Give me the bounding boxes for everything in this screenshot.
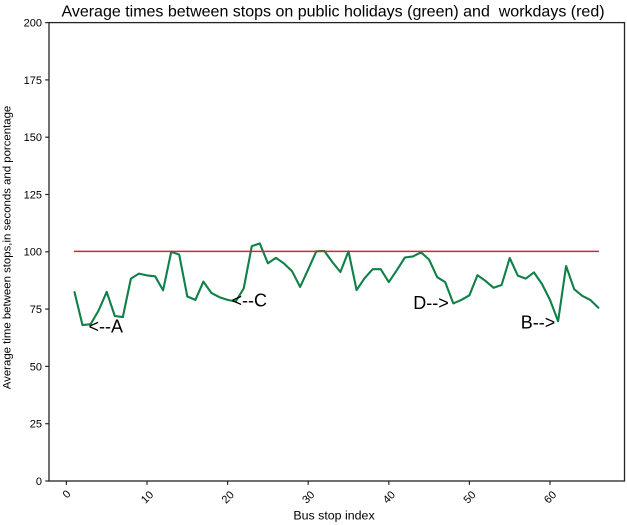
svg-text:<--A: <--A [89, 317, 124, 337]
svg-text:30: 30 [300, 489, 317, 506]
svg-text:0: 0 [61, 488, 74, 501]
svg-text:175: 175 [24, 75, 42, 87]
svg-text:75: 75 [30, 304, 42, 316]
svg-text:150: 150 [24, 132, 42, 144]
svg-text:Bus stop index: Bus stop index [293, 508, 375, 522]
svg-text:<--C: <--C [232, 291, 268, 311]
svg-text:Average times between stops on: Average times between stops on public ho… [61, 4, 604, 21]
svg-text:40: 40 [381, 489, 398, 506]
svg-text:20: 20 [220, 489, 237, 506]
svg-text:60: 60 [542, 489, 559, 506]
svg-text:10: 10 [139, 489, 156, 506]
svg-text:25: 25 [30, 419, 42, 431]
svg-text:200: 200 [24, 18, 42, 30]
svg-text:0: 0 [36, 476, 42, 488]
svg-text:50: 50 [461, 489, 478, 506]
svg-text:100: 100 [24, 247, 42, 259]
svg-text:50: 50 [30, 361, 42, 373]
svg-text:Average time between stops,in: Average time between stops,in seconds an… [2, 106, 14, 389]
svg-text:B-->: B--> [521, 313, 556, 333]
svg-text:D-->: D--> [413, 293, 449, 313]
svg-text:125: 125 [24, 189, 42, 201]
